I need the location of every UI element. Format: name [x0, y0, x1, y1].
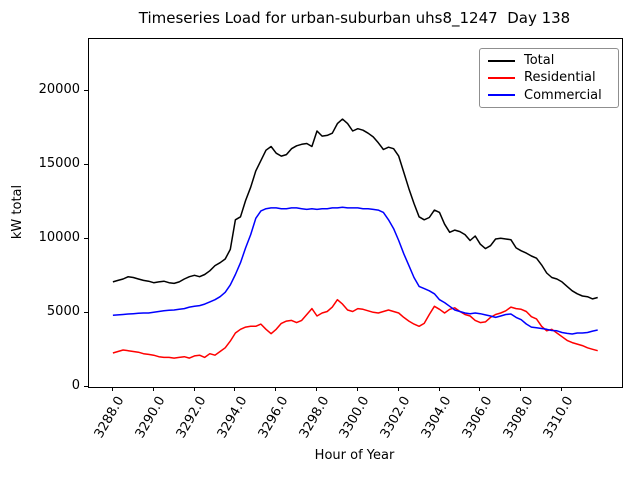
x-tick-mark [111, 387, 113, 391]
y-tick-label: 20000 [38, 81, 80, 97]
x-axis-label: Hour of Year [314, 448, 395, 463]
x-tick-label-text: 3290.0 [132, 394, 169, 441]
legend-label-total: Total [524, 53, 555, 69]
series-line-total [112, 118, 598, 300]
x-tick-label-text: 3306.0 [459, 394, 496, 441]
x-tick-label-text: 3288.0 [92, 394, 128, 441]
x-tick-mark [397, 387, 399, 391]
legend-item-total: Total [488, 53, 610, 68]
legend-item-residential: Residential [488, 70, 610, 85]
x-tick-label-text: 3298.0 [296, 394, 333, 441]
y-tick-label: 0 [71, 378, 80, 393]
x-tick-mark [438, 387, 440, 391]
x-tick-mark [316, 387, 318, 391]
x-tick-label-text: 3310.0 [541, 394, 577, 441]
x-tick-mark [193, 387, 195, 391]
commercial-line-swatch [488, 94, 515, 97]
x-tick-label-text: 3302.0 [377, 394, 414, 441]
x-tick-label-text: 3300.0 [337, 394, 373, 441]
x-tick-label-text: 3292.0 [173, 394, 210, 441]
x-tick-label-text: 3294.0 [214, 394, 251, 441]
series-line-residential [112, 298, 598, 359]
chart-lines [112, 118, 598, 359]
y-tick-label: 10000 [38, 229, 80, 245]
x-tick-mark [356, 387, 358, 391]
x-tick-mark [275, 387, 277, 391]
legend-label-commercial: Commercial [524, 87, 602, 103]
y-tick-mark [84, 163, 88, 165]
x-tick-mark [520, 387, 522, 391]
y-axis-label: kW total [10, 184, 25, 240]
y-tick-mark [84, 311, 88, 313]
x-tick-label-text: 3304.0 [418, 394, 455, 441]
x-tick-label-text: 3308.0 [500, 394, 537, 441]
legend: Total Residential Commercial [479, 48, 619, 108]
x-tick-mark [152, 387, 154, 391]
legend-label-residential: Residential [524, 70, 596, 86]
y-tick-mark [84, 386, 88, 387]
x-tick-mark [479, 387, 481, 391]
y-tick-mark [84, 237, 88, 239]
total-line-swatch [488, 59, 515, 62]
y-tick-label: 5000 [46, 303, 80, 319]
chart-title: Timeseries Load for urban-suburban uhs8_… [138, 9, 571, 27]
y-tick-label: 15000 [38, 155, 80, 171]
residential-line-swatch [488, 76, 515, 79]
legend-item-commercial: Commercial [488, 88, 610, 103]
x-tick-mark [234, 387, 236, 391]
y-tick-mark [84, 89, 88, 91]
x-tick-mark [560, 387, 562, 391]
x-tick-label-text: 3296.0 [255, 394, 292, 441]
series-line-commercial [112, 206, 598, 335]
